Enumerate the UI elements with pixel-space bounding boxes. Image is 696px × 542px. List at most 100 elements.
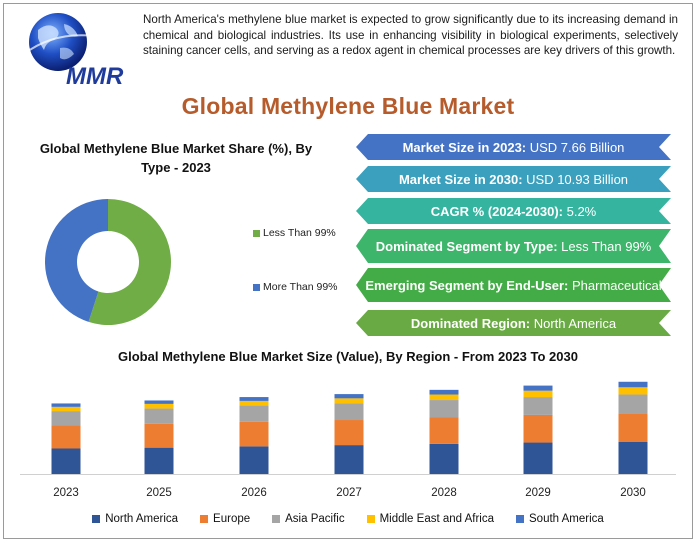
legend-swatch: [366, 515, 375, 523]
banner-text: Dominated Region: North America: [411, 316, 616, 331]
banner-label: Dominated Region:: [410, 315, 531, 331]
bar-middle-east-and-africa-2027: [334, 398, 364, 404]
banner-label: Dominated Segment by Type:: [375, 238, 558, 254]
banner-value: USD 7.66 Billion: [526, 139, 625, 155]
legend-item-south-america: South America: [516, 513, 604, 525]
x-tick-label: 2028: [431, 487, 457, 499]
legend-swatch-more-than-99: [253, 283, 260, 291]
bar-europe-2030: [618, 413, 648, 442]
bar-south-america-2028: [429, 389, 459, 395]
bar-middle-east-and-africa-2023: [51, 406, 81, 412]
logo-text: MMR: [66, 63, 124, 86]
bar-asia-pacific-2025: [144, 408, 174, 424]
banner-market-size-in-2023: Market Size in 2023: USD 7.66 Billion: [356, 134, 671, 160]
banner-value: Less Than 99%: [557, 238, 652, 254]
bar-north-america-2030: [618, 441, 648, 474]
bar-south-america-2030: [618, 381, 648, 388]
globe-icon: [23, 13, 109, 71]
stacked-bar-chart: 2023 2025 2026 2027 2028 2029 2030: [20, 381, 676, 499]
banner-label: Emerging Segment by End-User:: [365, 277, 569, 293]
banner-market-size-in-2030: Market Size in 2030: USD 10.93 Billion: [356, 166, 671, 192]
legend-label-less-than-99: Less Than 99%: [263, 227, 336, 239]
banner-text: Dominated Segment by Type: Less Than 99%: [376, 239, 652, 254]
bar-asia-pacific-2027: [334, 403, 364, 421]
bar-north-america-2026: [239, 446, 269, 474]
legend-swatch: [516, 515, 524, 523]
banner-value: Pharmaceutical: [568, 277, 662, 293]
bar-south-america-2027: [334, 394, 364, 399]
banner-value: North America: [530, 315, 617, 331]
bar-middle-east-and-africa-2026: [239, 400, 269, 406]
banner-value: 5.2%: [562, 203, 597, 219]
legend-label: Europe: [213, 513, 251, 525]
bar-asia-pacific-2023: [51, 411, 81, 426]
bar-north-america-2028: [429, 443, 459, 474]
bar-chart-title: Global Methylene Blue Market Size (Value…: [118, 349, 578, 364]
intro-paragraph: North America's methylene blue market is…: [143, 13, 678, 57]
banner-emerging-segment-by-end-user: Emerging Segment by End-User: Pharmaceut…: [356, 268, 671, 302]
bar-asia-pacific-2028: [429, 400, 459, 418]
bar-north-america-2027: [334, 445, 364, 474]
donut-legend-more-than-99: More Than 99%: [253, 281, 338, 293]
bar-middle-east-and-africa-2029: [523, 390, 553, 398]
bar-europe-2028: [429, 417, 459, 444]
banner-text: CAGR % (2024-2030): 5.2%: [431, 204, 596, 219]
legend-swatch: [92, 515, 101, 523]
bar-middle-east-and-africa-2025: [144, 403, 174, 409]
bar-south-america-2029: [523, 385, 553, 391]
x-tick-label: 2030: [620, 487, 646, 499]
legend-label-more-than-99: More Than 99%: [263, 281, 338, 293]
legend-label: South America: [529, 513, 604, 525]
donut-chart-title: Global Methylene Blue Market Share (%), …: [39, 141, 313, 175]
page-title: Global Methylene Blue Market: [181, 93, 515, 119]
legend-label: Middle East and Africa: [379, 513, 494, 525]
x-tick-label: 2025: [146, 487, 172, 499]
legend-item-asia-pacific: Asia Pacific: [272, 513, 345, 525]
infographic-frame: [3, 3, 693, 539]
legend-label: Asia Pacific: [285, 513, 345, 525]
legend-item-north-america: North America: [92, 513, 178, 525]
bar-south-america-2023: [51, 403, 81, 407]
x-tick-label: 2026: [241, 487, 267, 499]
bar-europe-2026: [239, 421, 269, 447]
bar-north-america-2023: [51, 448, 81, 474]
bar-europe-2023: [51, 425, 81, 449]
bar-europe-2029: [523, 414, 553, 443]
legend-swatch-less-than-99: [253, 229, 260, 237]
donut-slice-less-than-99: [88, 199, 171, 325]
bar-north-america-2025: [144, 447, 174, 474]
banner-label: Market Size in 2023:: [402, 139, 527, 155]
x-tick-label: 2023: [53, 487, 79, 499]
bar-chart-legend: North America Europe Asia Pacific Middle Ea…: [0, 513, 696, 525]
banner-text: Market Size in 2030: USD 10.93 Billion: [399, 172, 628, 187]
bar-middle-east-and-africa-2030: [618, 387, 648, 395]
x-tick-label: 2029: [525, 487, 551, 499]
bar-europe-2027: [334, 420, 364, 446]
legend-swatch: [272, 515, 281, 523]
donut-legend-less-than-99: Less Than 99%: [253, 227, 336, 239]
banner-dominated-segment-by-type: Dominated Segment by Type: Less Than 99%: [356, 229, 671, 263]
donut-chart: [44, 199, 171, 325]
bar-asia-pacific-2026: [239, 405, 269, 422]
banner-value: USD 10.93 Billion: [522, 171, 629, 187]
bar-asia-pacific-2029: [523, 397, 553, 415]
bar-south-america-2026: [239, 397, 269, 401]
banner-text: Emerging Segment by End-User: Pharmaceut…: [365, 278, 661, 293]
bar-europe-2025: [144, 423, 174, 448]
banner-cagr-2024-2030: CAGR % (2024-2030): 5.2%: [356, 198, 671, 224]
bar-asia-pacific-2030: [618, 394, 648, 414]
legend-label: North America: [105, 513, 179, 525]
banner-text: Market Size in 2023: USD 7.66 Billion: [403, 140, 625, 155]
banner-label: CAGR % (2024-2030):: [430, 203, 563, 219]
donut-slice-more-than-99: [44, 199, 108, 322]
banner-dominated-region: Dominated Region: North America: [356, 310, 671, 336]
bar-north-america-2029: [523, 442, 553, 474]
legend-item-middle-east-and-africa: Middle East and Africa: [366, 513, 494, 525]
banner-label: Market Size in 2030:: [398, 171, 523, 187]
legend-swatch: [200, 515, 209, 523]
bar-middle-east-and-africa-2028: [429, 394, 459, 401]
legend-item-europe: Europe: [200, 513, 250, 525]
bar-south-america-2025: [144, 400, 174, 404]
x-tick-label: 2027: [336, 487, 362, 499]
mmr-logo: MMR: [23, 13, 124, 86]
